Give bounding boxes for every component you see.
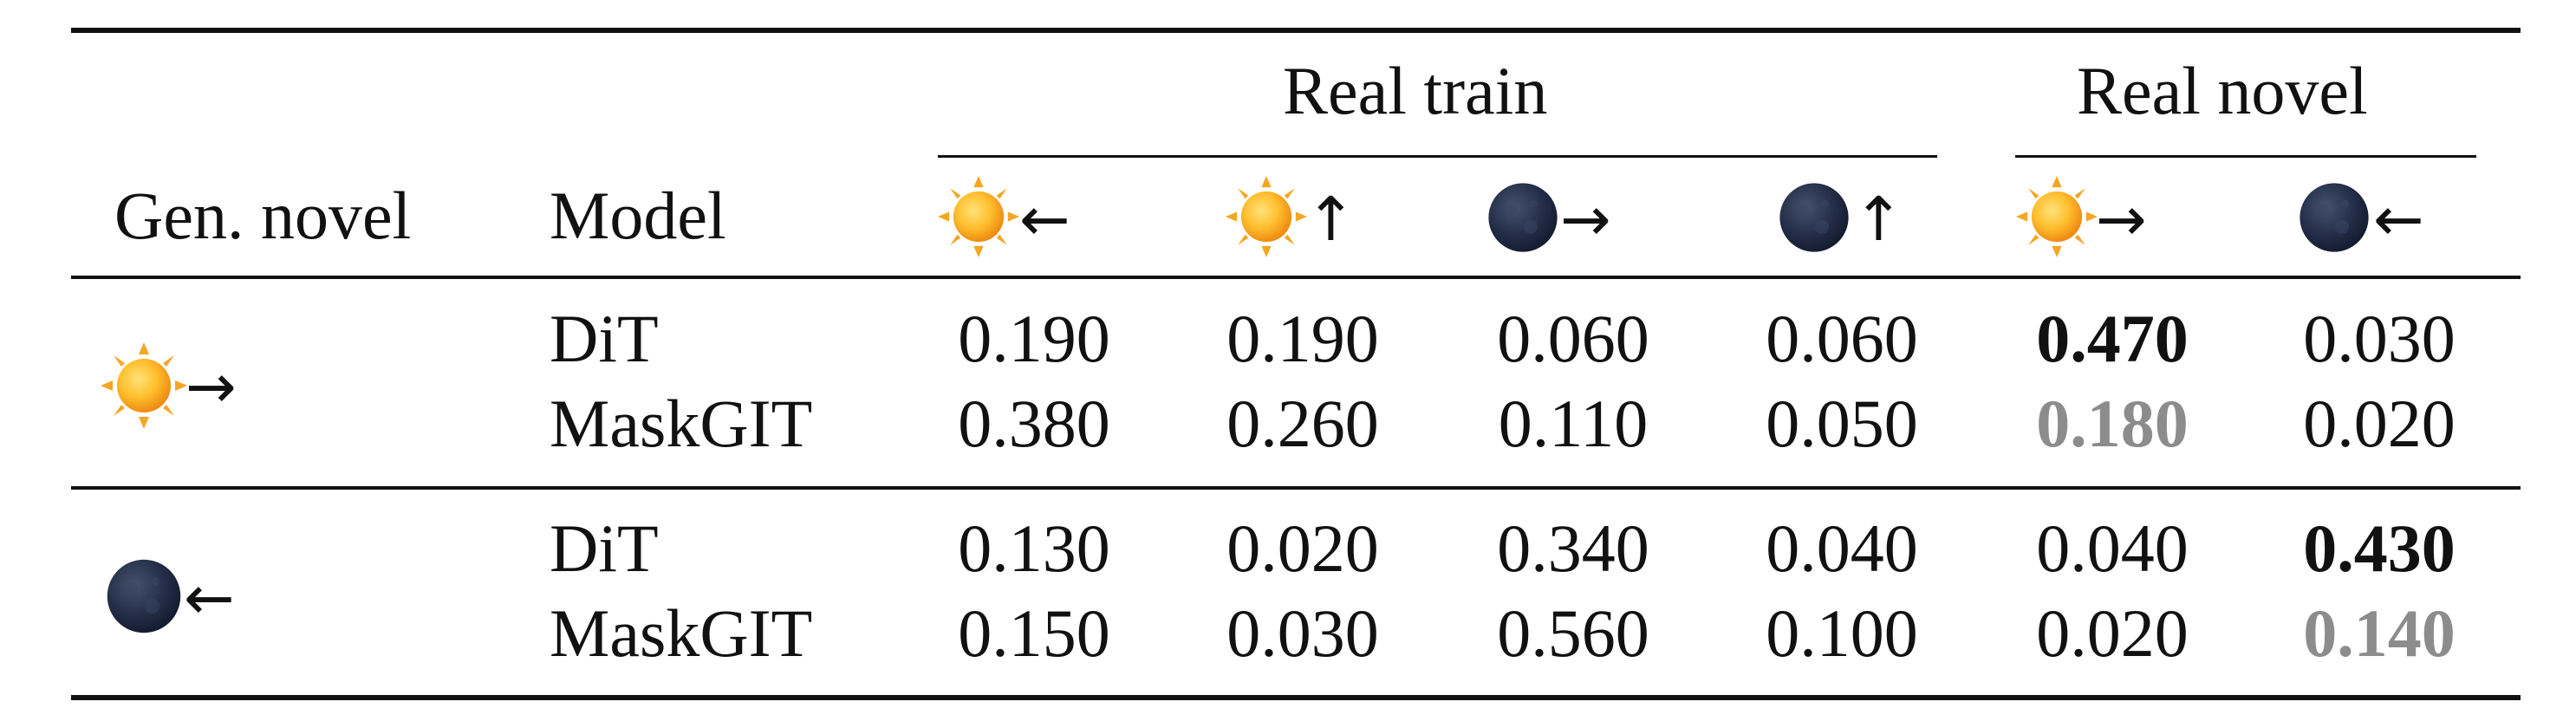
value-cell: 0.130	[958, 510, 1110, 586]
real-train-cmidrule	[938, 155, 1937, 158]
value-cell-best: 0.470	[2036, 301, 2189, 376]
model-cell: DiT	[550, 301, 659, 376]
column-header-gen-novel: Gen. novel	[114, 178, 412, 253]
value-cell: 0.060	[1766, 301, 1918, 376]
value-cell-best: 0.430	[2303, 510, 2456, 586]
value-cell: 0.040	[1766, 510, 1918, 586]
group-header-real-novel: Real novel	[2077, 53, 2368, 128]
value-cell: 0.020	[2036, 595, 2189, 671]
model-cell: MaskGIT	[550, 386, 813, 461]
bottom-rule	[71, 695, 2521, 700]
value-cell: 0.050	[1766, 386, 1918, 461]
sun-icon	[1226, 176, 1307, 257]
moon-icon	[107, 559, 181, 633]
model-cell: MaskGIT	[550, 595, 813, 671]
value-cell: 0.100	[1766, 595, 1918, 671]
arrow-right-icon: →	[2096, 184, 2147, 255]
value-cell: 0.030	[1226, 595, 1379, 671]
value-cell: 0.030	[2303, 301, 2456, 376]
moon-icon	[1488, 183, 1558, 252]
arrow-left-icon: ←	[2373, 184, 2424, 255]
value-cell: 0.380	[958, 386, 1110, 461]
value-cell: 0.190	[958, 301, 1110, 376]
model-cell: DiT	[550, 510, 659, 586]
value-cell: 0.060	[1497, 301, 1649, 376]
arrow-right-icon: →	[185, 351, 237, 422]
header-rule	[71, 276, 2521, 279]
top-rule	[71, 28, 2521, 33]
group-header-real-train: Real train	[1283, 53, 1548, 128]
value-cell-second: 0.180	[2036, 386, 2189, 461]
arrow-up-icon: ↑	[1853, 184, 1904, 255]
arrow-left-icon: ←	[184, 562, 235, 633]
value-cell: 0.560	[1497, 595, 1649, 671]
value-cell: 0.020	[2303, 386, 2456, 461]
value-cell: 0.190	[1226, 301, 1379, 376]
column-header-model: Model	[550, 178, 726, 253]
arrow-right-icon: →	[1560, 184, 1611, 255]
value-cell: 0.020	[1226, 510, 1379, 586]
value-cell-second: 0.140	[2303, 595, 2456, 671]
value-cell: 0.150	[958, 595, 1110, 671]
sun-icon	[938, 176, 1019, 257]
sun-icon	[2016, 176, 2098, 257]
real-novel-cmidrule	[2015, 155, 2476, 158]
value-cell: 0.260	[1226, 386, 1379, 461]
value-cell: 0.040	[2036, 510, 2189, 586]
value-cell: 0.110	[1498, 386, 1649, 461]
value-cell: 0.340	[1497, 510, 1649, 586]
arrow-up-icon: ↑	[1305, 184, 1356, 255]
moon-icon	[2300, 183, 2369, 252]
moon-icon	[1779, 183, 1849, 252]
group-separator-rule	[71, 486, 2521, 490]
arrow-left-icon: ←	[1019, 184, 1070, 255]
sun-icon	[101, 342, 187, 429]
